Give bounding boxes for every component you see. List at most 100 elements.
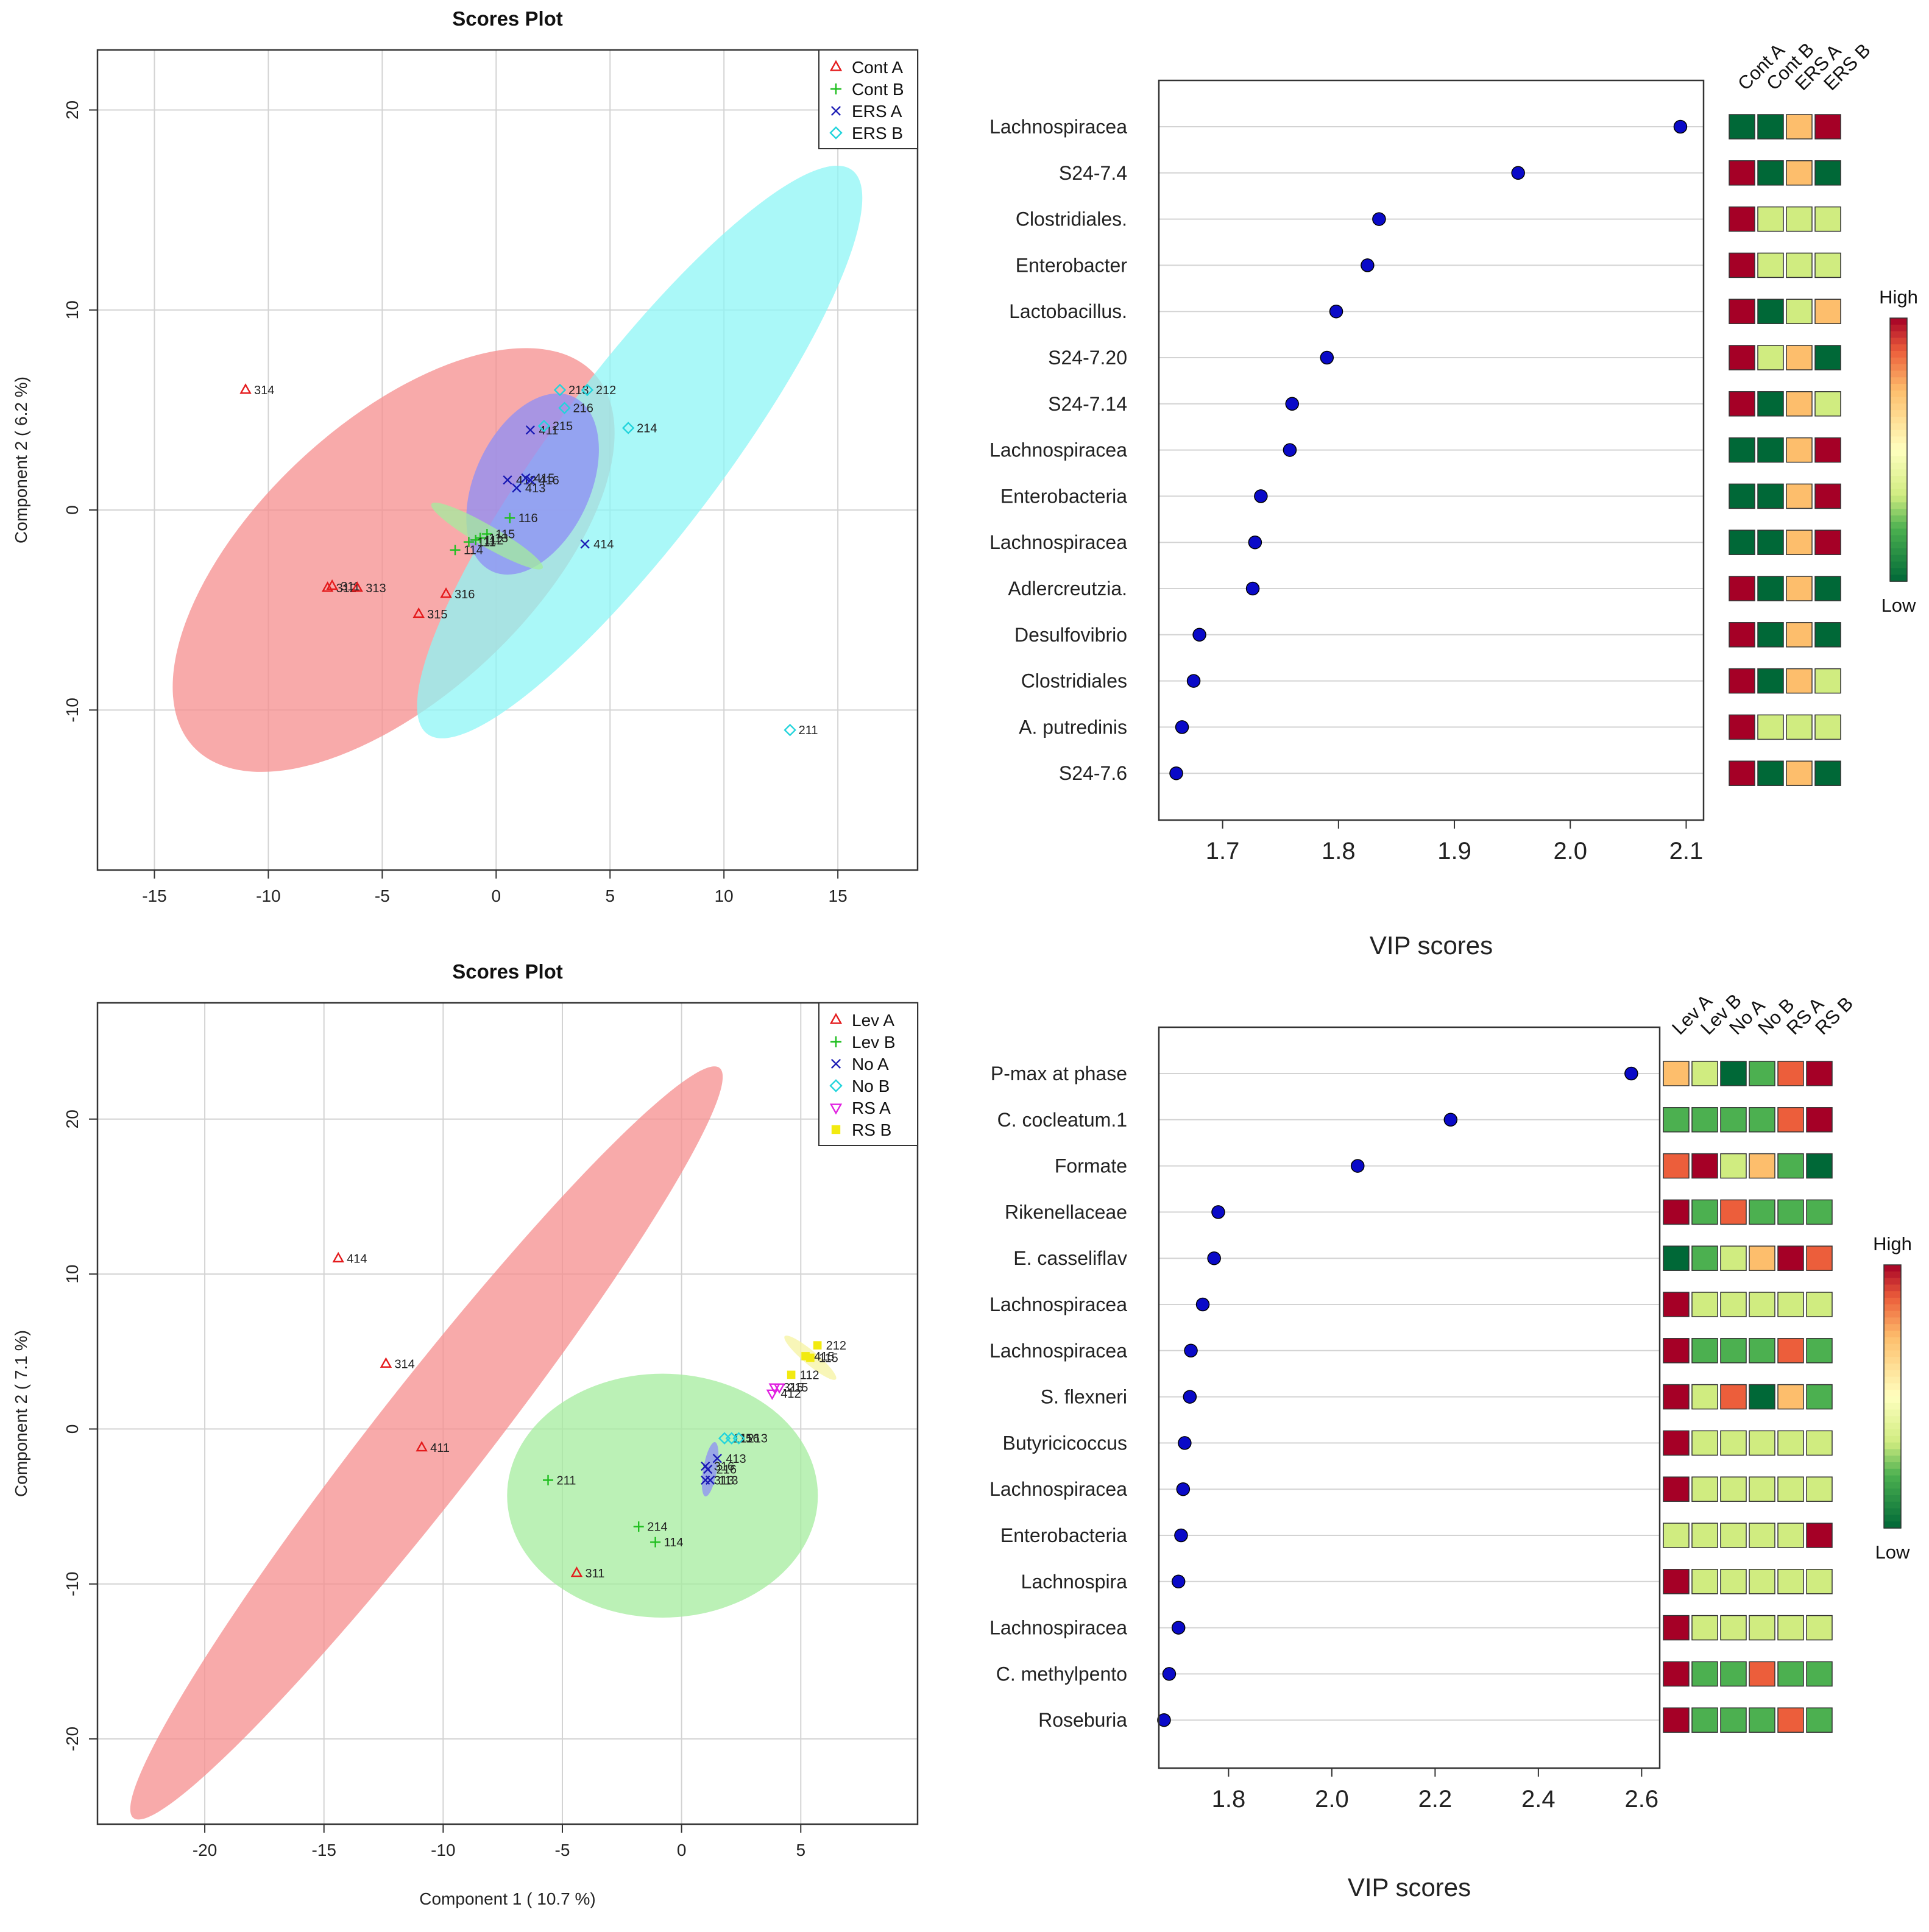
feature-label: S. flexneri [1041,1386,1127,1408]
colorbar-segment [1890,318,1907,325]
legend-label: RS A [852,1099,891,1117]
heatmap-cell [1806,1153,1833,1179]
data-point [732,1432,745,1445]
colorbar-segment [1890,528,1907,536]
point-label: 316 [714,1460,734,1473]
colorbar-segment [1890,469,1907,476]
x-axis-label: VIP scores [1370,931,1493,960]
data-point [380,1357,392,1368]
heatmap-cell [1786,622,1813,648]
vip-point [1186,674,1201,688]
heatmap-cell [1691,1292,1718,1317]
y-tick-label: 20 [63,101,82,119]
x-tick-label: 5 [796,1841,805,1859]
heatmap-cell [1777,1245,1804,1271]
heatmap-cell [1777,1338,1804,1364]
x-tick-label: 1.7 [1206,838,1240,865]
heatmap-cell [1729,437,1755,463]
point-label: 411 [430,1442,450,1455]
legend-label: Cont B [852,80,904,99]
data-point [703,1464,713,1474]
point-label: 313 [714,1474,734,1487]
feature-label: A. putredinis [1019,716,1127,738]
colorbar-segment [1884,1376,1901,1384]
point-label: 312 [336,582,356,595]
colorbar-segment [1884,1515,1901,1522]
data-point [525,425,536,435]
heatmap-cell [1786,437,1813,463]
colorbar-high-label: High [1873,1233,1912,1254]
heatmap-cell [1691,1061,1718,1086]
colorbar-segment [1884,1462,1901,1470]
heatmap-cell [1720,1476,1747,1502]
point-label: 316 [455,588,475,601]
colorbar-segment [1884,1435,1901,1443]
x-tick-label: 2.1 [1669,838,1704,865]
point-label: 314 [394,1358,414,1371]
point-label: 215 [553,420,573,433]
heatmap-cell [1757,206,1784,232]
colorbar-segment [1890,377,1907,384]
colorbar-frame [1889,317,1908,582]
heatmap-cell [1757,483,1784,509]
feature-label: Lachnospiracea [989,1293,1127,1315]
heatmap-cell [1691,1430,1718,1456]
colorbar-segment [1890,456,1907,464]
heatmap-cell [1749,1153,1775,1179]
data-point [580,539,590,549]
feature-label: C. cocleatum.1 [997,1109,1127,1131]
heatmap-cell [1786,299,1813,324]
point-label: 313 [366,582,386,595]
feature-label: Lachnospiracea [989,439,1127,461]
heatmap-cell [1691,1476,1718,1502]
feature-label: Lachnospiracea [989,531,1127,553]
panel-bottom-vip-scores: P-max at phase C. cocleatum.1 Formate Riken… [989,989,1912,1902]
y-tick-label: 20 [63,1109,82,1128]
feature-label: Enterobacter [1016,254,1128,276]
legend-marker [829,1103,843,1115]
colorbar-segment [1890,364,1907,372]
heatmap-cell [1806,1199,1833,1225]
colorbar-segment [1890,390,1907,398]
point-label: 213 [748,1432,768,1446]
vip-point [1624,1066,1638,1081]
point-label: 415 [534,472,554,486]
heatmap-cell [1749,1707,1775,1733]
data-point [504,512,515,523]
colorbar-segment [1884,1488,1901,1496]
legend-box [818,49,918,149]
data-point [351,581,363,592]
feature-label: Lachnospiracea [989,116,1127,138]
data-point [570,1566,583,1577]
heatmap-cell [1777,1569,1804,1594]
data-point [553,383,567,397]
colorbar-segment [1884,1331,1901,1338]
heatmap-cell [1757,529,1784,555]
colorbar-segment [1890,331,1907,339]
colorbar-segment [1890,423,1907,431]
vip-point [1162,1667,1177,1681]
heatmap-cell [1757,252,1784,278]
x-tick-label: 2.6 [1625,1786,1659,1813]
heatmap-cell [1757,114,1784,140]
colorbar-segment [1890,495,1907,503]
vip-point [1372,212,1386,226]
y-tick-label: -10 [63,1572,82,1596]
heatmap-cell [1814,391,1841,417]
heatmap-cell [1663,1107,1690,1133]
vip-point [1171,1621,1186,1635]
heatmap-cell [1777,1199,1804,1225]
feature-label: S24-7.20 [1048,347,1127,369]
x-tick-label: 2.2 [1418,1786,1453,1813]
colorbar-segment [1890,535,1907,542]
vip-point [1248,535,1262,550]
colorbar-segment [1884,1475,1901,1483]
point-label: 116 [519,512,538,525]
heatmap-cell [1691,1707,1718,1733]
heatmap-cell [1663,1661,1690,1687]
heatmap-cell [1777,1707,1804,1733]
x-tick-label: 15 [829,886,848,905]
heatmap-cell [1691,1245,1718,1271]
data-point [239,383,252,394]
